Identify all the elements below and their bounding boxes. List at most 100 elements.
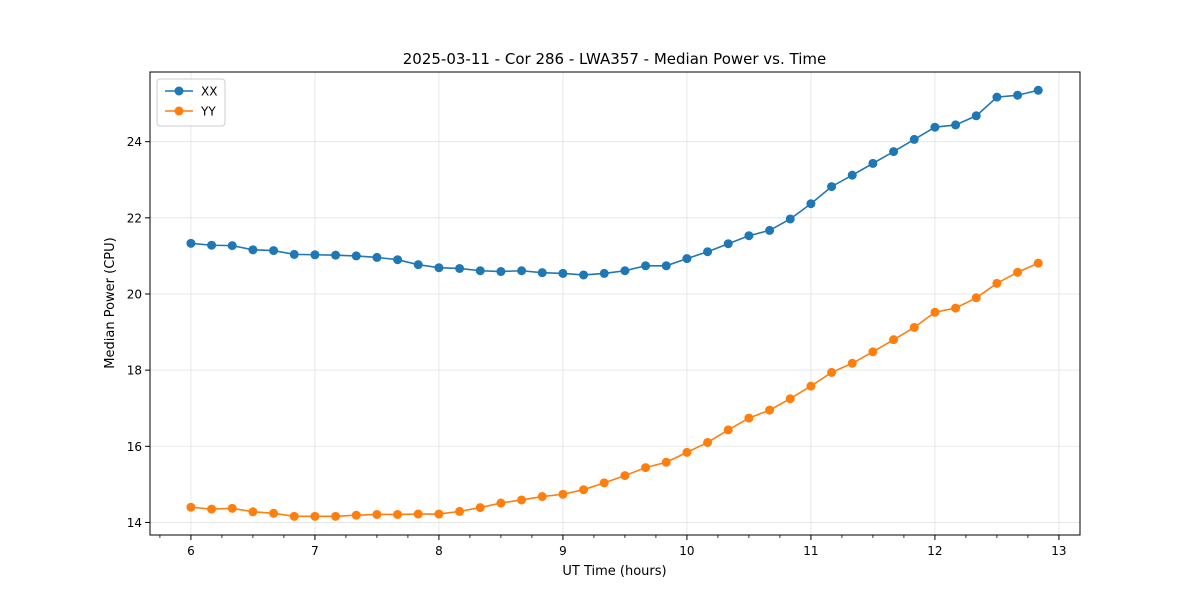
y-tick-label: 20 bbox=[127, 287, 142, 301]
data-point-xx bbox=[558, 268, 568, 278]
data-point-yy bbox=[661, 457, 671, 467]
data-point-xx bbox=[413, 260, 423, 270]
data-point-yy bbox=[1013, 267, 1023, 277]
data-point-yy bbox=[868, 347, 878, 357]
x-tick-label: 6 bbox=[187, 544, 195, 558]
data-point-yy bbox=[744, 413, 754, 423]
data-point-xx bbox=[310, 250, 320, 260]
data-point-yy bbox=[682, 447, 692, 457]
x-tick-label: 10 bbox=[679, 544, 694, 558]
data-point-xx bbox=[331, 250, 341, 260]
data-point-yy bbox=[703, 437, 713, 447]
data-point-yy bbox=[331, 511, 341, 521]
y-tick-label: 14 bbox=[127, 516, 142, 530]
data-point-yy bbox=[971, 293, 981, 303]
data-point-xx bbox=[661, 261, 671, 271]
data-point-yy bbox=[558, 489, 568, 499]
data-point-xx bbox=[227, 241, 237, 251]
data-point-yy bbox=[455, 506, 465, 516]
data-point-xx bbox=[992, 92, 1002, 102]
data-point-yy bbox=[951, 303, 961, 313]
data-point-yy bbox=[227, 503, 237, 513]
x-tick-label: 13 bbox=[1051, 544, 1066, 558]
data-point-xx bbox=[744, 231, 754, 241]
legend-label-xx: XX bbox=[201, 85, 217, 99]
data-point-xx bbox=[434, 263, 444, 273]
data-point-xx bbox=[372, 252, 382, 262]
data-point-xx bbox=[971, 111, 981, 121]
data-point-xx bbox=[827, 182, 837, 192]
legend-marker-yy bbox=[174, 106, 184, 116]
data-point-yy bbox=[992, 278, 1002, 288]
data-point-yy bbox=[372, 509, 382, 519]
data-point-yy bbox=[889, 335, 899, 345]
data-point-yy bbox=[1033, 258, 1043, 268]
data-point-yy bbox=[909, 322, 919, 332]
data-point-yy bbox=[248, 507, 258, 517]
axes: 6 7 8 9 10 11 12 13 14 16 18 20 22 24 bbox=[127, 135, 1067, 558]
data-point-xx bbox=[186, 238, 196, 248]
data-point-yy bbox=[413, 509, 423, 519]
data-point-yy bbox=[641, 463, 651, 473]
data-point-yy bbox=[765, 405, 775, 415]
data-point-xx bbox=[289, 249, 299, 259]
y-tick-label: 24 bbox=[127, 135, 142, 149]
data-point-xx bbox=[765, 225, 775, 235]
y-tick-label: 16 bbox=[127, 440, 142, 454]
data-point-yy bbox=[579, 485, 589, 495]
data-point-yy bbox=[207, 504, 217, 514]
data-point-xx bbox=[579, 270, 589, 280]
data-point-xx bbox=[393, 255, 403, 265]
data-point-xx bbox=[455, 263, 465, 273]
data-point-yy bbox=[289, 511, 299, 521]
y-axis-label: Median Power (CPU) bbox=[103, 237, 118, 368]
x-tick-label: 7 bbox=[311, 544, 319, 558]
data-point-yy bbox=[475, 503, 485, 513]
data-point-yy bbox=[351, 510, 361, 520]
legend-marker-xx bbox=[174, 86, 184, 96]
data-point-xx bbox=[723, 239, 733, 249]
data-point-xx bbox=[599, 268, 609, 278]
data-point-yy bbox=[393, 509, 403, 519]
data-point-xx bbox=[806, 199, 816, 209]
data-point-xx bbox=[785, 214, 795, 224]
data-point-yy bbox=[269, 508, 279, 518]
legend: XX YY bbox=[156, 78, 226, 127]
data-point-xx bbox=[889, 147, 899, 157]
data-point-xx bbox=[1033, 85, 1043, 95]
chart-title: 2025-03-11 - Cor 286 - LWA357 - Median P… bbox=[403, 50, 827, 68]
x-tick-label: 9 bbox=[559, 544, 567, 558]
data-point-yy bbox=[620, 471, 630, 481]
data-point-yy bbox=[847, 358, 857, 368]
data-point-xx bbox=[248, 245, 258, 255]
legend-label-yy: YY bbox=[200, 105, 216, 119]
data-point-yy bbox=[599, 478, 609, 488]
x-tick-label: 12 bbox=[927, 544, 942, 558]
data-point-xx bbox=[620, 266, 630, 276]
data-point-yy bbox=[537, 492, 547, 502]
data-point-xx bbox=[269, 246, 279, 256]
plot-frame bbox=[149, 71, 1081, 536]
data-point-yy bbox=[310, 511, 320, 521]
x-tick-label: 11 bbox=[803, 544, 818, 558]
data-point-xx bbox=[517, 266, 527, 276]
data-point-xx bbox=[1013, 90, 1023, 100]
data-point-yy bbox=[186, 502, 196, 512]
series-line-xx bbox=[190, 89, 1039, 276]
x-axis-label: UT Time (hours) bbox=[562, 564, 666, 579]
data-point-xx bbox=[951, 120, 961, 130]
y-tick-label: 18 bbox=[127, 364, 142, 378]
series-layer bbox=[186, 85, 1043, 521]
data-point-xx bbox=[351, 251, 361, 261]
data-point-xx bbox=[641, 261, 651, 271]
data-point-yy bbox=[806, 381, 816, 391]
data-point-xx bbox=[847, 170, 857, 180]
y-tick-label: 22 bbox=[127, 211, 142, 225]
grid bbox=[150, 72, 1080, 535]
data-point-xx bbox=[475, 266, 485, 276]
data-point-xx bbox=[868, 158, 878, 168]
data-point-yy bbox=[517, 495, 527, 505]
data-point-xx bbox=[537, 268, 547, 278]
data-point-yy bbox=[434, 509, 444, 519]
